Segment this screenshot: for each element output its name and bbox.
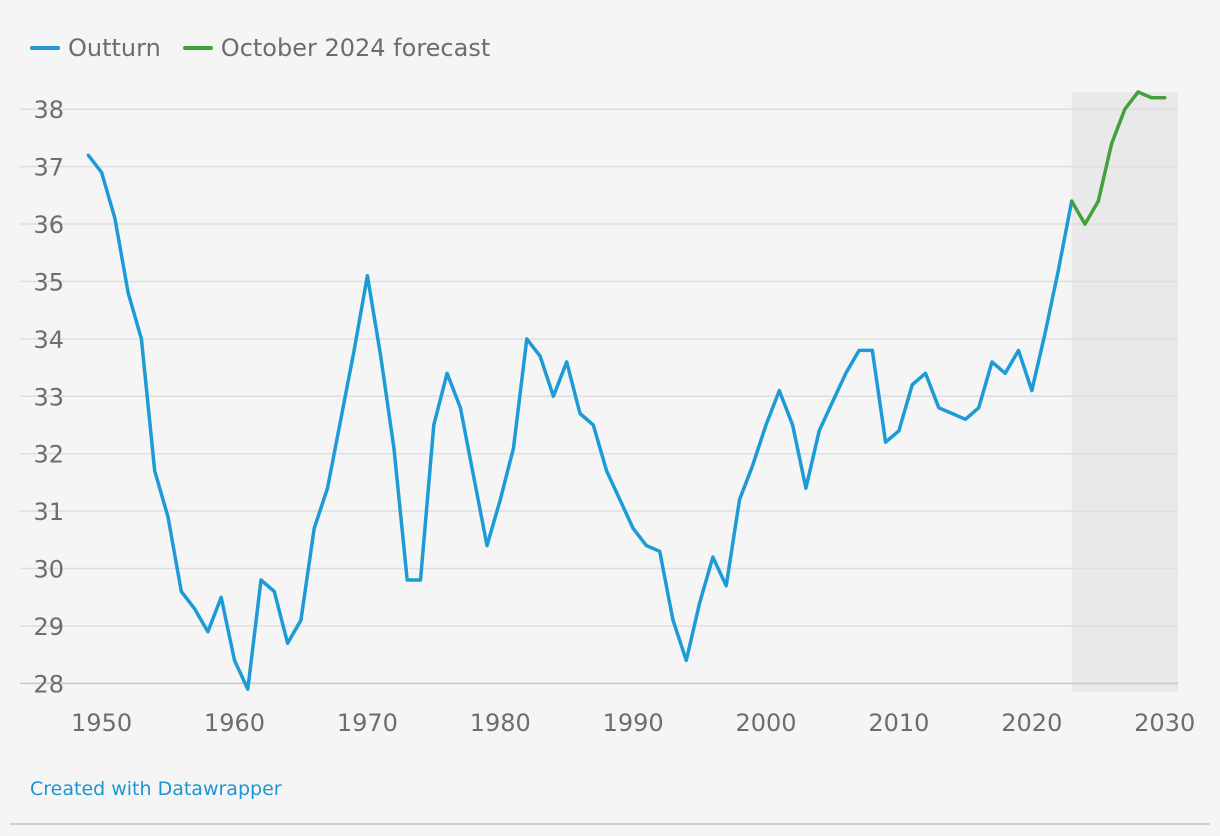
x-tick-label-2020: 2020: [1001, 709, 1062, 737]
legend-label-forecast: October 2024 forecast: [220, 34, 491, 62]
y-tick-label-33: 33: [33, 383, 64, 411]
y-tick-label-34: 34: [33, 326, 64, 354]
x-tick-label-1960: 1960: [204, 709, 265, 737]
y-tick-label-28: 28: [33, 670, 64, 698]
legend-swatch-outturn: [30, 46, 60, 50]
y-tick-label-35: 35: [33, 268, 64, 296]
chart-legend: Outturn October 2024 forecast: [30, 34, 490, 62]
x-tick-label-2000: 2000: [735, 709, 796, 737]
forecast-shaded-region: [1071, 92, 1178, 692]
x-tick-label-1950: 1950: [71, 709, 132, 737]
y-tick-label-32: 32: [33, 441, 64, 469]
x-tick-label-1980: 1980: [470, 709, 531, 737]
y-tick-label-37: 37: [33, 154, 64, 182]
legend-item-outturn: Outturn: [30, 34, 161, 62]
y-tick-label-38: 38: [33, 96, 64, 124]
legend-swatch-forecast: [182, 46, 213, 50]
legend-label-outturn: Outturn: [68, 34, 161, 62]
line-chart: 28 29 30 31 32 33 34 35 36 37 38 1950 1960 1970 1980 19…: [20, 90, 1195, 737]
y-tick-label-30: 30: [33, 556, 64, 584]
y-tick-label-36: 36: [33, 211, 64, 239]
x-tick-label-1990: 1990: [603, 709, 664, 737]
series-line-forecast: [1069, 90, 1167, 226]
x-tick-label-1970: 1970: [337, 709, 398, 737]
x-tick-label-2010: 2010: [868, 709, 929, 737]
bottom-divider: [10, 823, 1210, 825]
y-tick-label-31: 31: [33, 498, 64, 526]
series-line-outturn: [86, 153, 1074, 691]
x-tick-label-2030: 2030: [1134, 709, 1195, 737]
y-tick-label-29: 29: [33, 613, 64, 641]
legend-item-forecast: October 2024 forecast: [182, 34, 491, 62]
datawrapper-credit-link[interactable]: Created with Datawrapper: [30, 778, 282, 800]
